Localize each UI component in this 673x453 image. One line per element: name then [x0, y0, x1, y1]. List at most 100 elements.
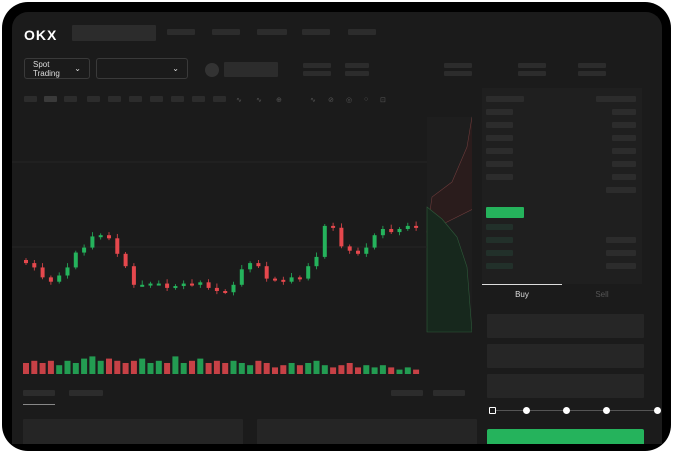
volume-bar — [247, 365, 254, 374]
price-input[interactable] — [487, 314, 644, 338]
filter-button[interactable] — [433, 390, 465, 396]
ask-amount — [612, 135, 636, 141]
candle — [123, 253, 128, 267]
indicator-icon[interactable]: ∿ — [236, 97, 242, 104]
volume-bar — [404, 367, 411, 374]
candle — [115, 238, 120, 254]
volume-bar — [56, 365, 63, 374]
draw-icon[interactable]: ◎ — [346, 97, 353, 104]
candle — [356, 250, 360, 254]
volume-bar — [396, 369, 403, 374]
buy-button[interactable] — [487, 429, 644, 444]
stat-label — [345, 63, 369, 68]
timeframe-button — [24, 96, 37, 102]
leverage-step[interactable] — [603, 407, 610, 414]
volume-bar — [263, 363, 270, 374]
total-input[interactable] — [487, 374, 644, 398]
volume-bar — [296, 365, 303, 374]
candle — [339, 227, 344, 247]
candle — [223, 291, 228, 293]
bottom-panel — [23, 419, 243, 444]
volume-bar — [338, 365, 345, 374]
screen: OKX Spot Trading ⌄ ⌄ Buy Sell ∿ ∿ ⊕ ∿ ⊘ ◎ ○ ⊡ — [12, 12, 662, 444]
volume-bar — [172, 356, 179, 374]
candle — [190, 283, 194, 286]
indicator-icon[interactable]: ∿ — [256, 97, 262, 104]
leverage-step[interactable] — [489, 407, 496, 414]
leverage-step[interactable] — [654, 407, 661, 414]
amount-input[interactable] — [487, 344, 644, 368]
leverage-step[interactable] — [563, 407, 570, 414]
volume-bar — [379, 365, 386, 374]
candle — [297, 277, 302, 280]
volume-bar — [89, 356, 96, 374]
stat-value — [303, 71, 331, 76]
price-chart[interactable] — [12, 107, 472, 397]
candle — [98, 235, 103, 238]
draw-icon[interactable]: ⊡ — [380, 97, 386, 104]
order-book — [482, 88, 642, 284]
draw-icon[interactable]: ○ — [364, 96, 369, 103]
volume-bar — [280, 365, 287, 374]
volume-bar — [97, 360, 104, 374]
volume-bar — [413, 369, 420, 374]
volume-bar — [371, 367, 378, 374]
ask-amount — [612, 122, 636, 128]
tab-history[interactable] — [69, 390, 103, 396]
orderbook-header — [596, 96, 636, 102]
bid-amount — [606, 237, 636, 243]
candle — [248, 263, 253, 270]
volume-bar — [288, 363, 295, 374]
candle — [181, 283, 186, 287]
timeframe-button — [150, 96, 163, 102]
volume-bar — [197, 358, 204, 374]
tab-sell[interactable]: Sell — [595, 290, 609, 299]
leverage-slider[interactable] — [492, 410, 658, 411]
search-bar[interactable] — [72, 25, 156, 41]
bid-amount — [606, 250, 636, 256]
volume-bar — [230, 360, 237, 374]
timeframe-button — [192, 96, 205, 102]
volume-bar — [72, 363, 79, 374]
volume-bar — [106, 358, 112, 374]
volume-bar — [114, 360, 121, 374]
nav-item[interactable] — [212, 29, 240, 35]
market-select[interactable]: Spot Trading ⌄ — [24, 58, 90, 79]
ask-amount — [612, 109, 636, 115]
candle — [372, 235, 377, 248]
volume-bar — [180, 363, 187, 374]
pair-select[interactable]: ⌄ — [96, 58, 188, 79]
candle — [414, 225, 419, 228]
filter-button[interactable] — [391, 390, 423, 396]
candle — [73, 252, 78, 268]
draw-icon[interactable]: ∿ — [310, 97, 316, 104]
stat-value — [578, 71, 606, 76]
leverage-step[interactable] — [523, 407, 530, 414]
candle — [173, 286, 178, 289]
chevron-down-icon: ⌄ — [74, 64, 81, 73]
volume-bar — [23, 363, 29, 374]
stat-value — [444, 71, 472, 76]
active-tab-indicator — [482, 284, 562, 285]
ask-amount — [612, 174, 636, 180]
stat-value — [345, 71, 369, 76]
nav-item[interactable] — [348, 29, 376, 35]
tab-underline — [23, 404, 55, 405]
candle — [107, 235, 111, 239]
nav-item[interactable] — [302, 29, 330, 35]
candle — [380, 229, 385, 236]
nav-item[interactable] — [167, 29, 195, 35]
tab-open-orders[interactable] — [23, 390, 55, 396]
volume-bar — [130, 360, 137, 374]
nav-item[interactable] — [257, 29, 287, 35]
volume-bar — [139, 358, 146, 374]
ask-price — [486, 174, 513, 180]
ask-amount — [606, 187, 636, 193]
indicator-icon[interactable]: ⊕ — [276, 97, 282, 104]
tab-buy[interactable]: Buy — [515, 290, 529, 299]
last-price — [486, 207, 524, 218]
ask-price — [486, 122, 513, 128]
coin-icon — [205, 63, 219, 77]
candle — [239, 269, 244, 285]
draw-icon[interactable]: ⊘ — [328, 97, 334, 104]
